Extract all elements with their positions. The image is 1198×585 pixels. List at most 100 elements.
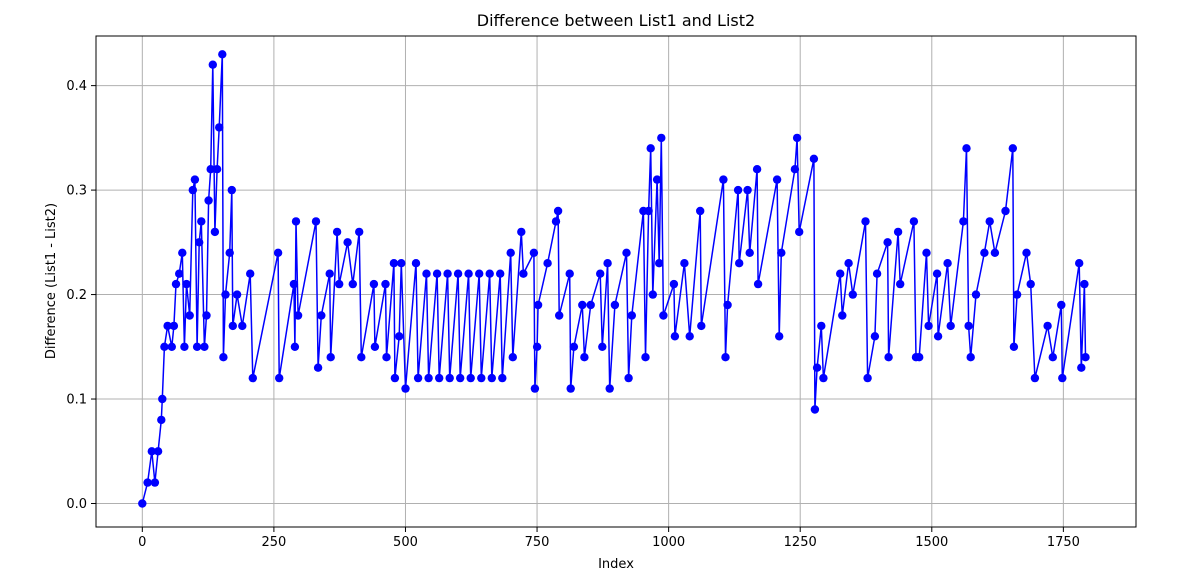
data-point <box>185 311 194 320</box>
data-point <box>150 478 160 487</box>
data-point <box>180 342 189 351</box>
data-point <box>578 300 587 310</box>
data-point <box>313 363 323 372</box>
axis-ticks: 0 250 500 750 1000 1250 1500 1750 0.0 0.1 0.2 0.3 0.… <box>66 79 1080 550</box>
x-tick-label: 0 <box>138 535 146 550</box>
data-point <box>543 259 552 268</box>
data-point <box>959 217 968 226</box>
data-point <box>980 248 989 257</box>
data-point <box>971 290 981 299</box>
data-point <box>182 279 191 289</box>
data-point <box>646 144 655 153</box>
data-point <box>622 248 631 257</box>
data-point <box>795 227 804 237</box>
data-point <box>397 259 406 268</box>
x-tick-label: 1500 <box>915 535 948 550</box>
data-point <box>775 332 784 341</box>
data-point <box>1081 353 1090 362</box>
data-point <box>532 342 542 351</box>
data-point <box>883 238 892 247</box>
x-tick-label: 750 <box>525 535 550 550</box>
data-point <box>195 238 204 247</box>
data-point <box>1009 342 1019 351</box>
data-point <box>652 175 662 184</box>
data-point <box>924 321 933 331</box>
data-point <box>627 311 636 320</box>
data-point <box>424 373 433 383</box>
data-point <box>291 217 301 226</box>
data-point <box>598 342 607 351</box>
chart-title: Difference between List1 and List2 <box>477 11 755 30</box>
data-point <box>443 269 452 278</box>
data-point <box>464 269 473 278</box>
data-point <box>810 405 820 414</box>
data-point <box>401 384 410 393</box>
data-point <box>943 259 952 268</box>
data-point <box>219 353 228 362</box>
data-point <box>326 353 335 362</box>
data-point <box>311 217 321 226</box>
data-point <box>369 279 379 289</box>
data-point <box>232 290 242 299</box>
data-point <box>200 342 209 351</box>
data-point <box>753 279 763 289</box>
data-point <box>1012 290 1022 299</box>
data-point <box>566 384 575 393</box>
data-point <box>863 373 872 383</box>
data-point <box>413 373 423 383</box>
data-point <box>290 342 300 351</box>
data-point <box>453 269 463 278</box>
data-point <box>169 321 179 331</box>
data-point <box>529 248 539 257</box>
data-point <box>246 269 255 278</box>
data-point <box>569 342 579 351</box>
data-point <box>422 269 431 278</box>
data-point <box>153 447 163 456</box>
data-point <box>228 321 237 331</box>
data-point <box>719 175 728 184</box>
data-point <box>1080 279 1089 289</box>
data-point <box>248 373 257 383</box>
data-point <box>227 185 236 195</box>
data-point <box>565 269 574 278</box>
data-point <box>498 373 507 383</box>
data-point <box>432 269 442 278</box>
data-point <box>1026 279 1035 289</box>
data-point <box>685 332 694 341</box>
data-point <box>171 279 181 289</box>
data-point <box>1030 373 1040 383</box>
data-point <box>1001 206 1010 216</box>
data-point <box>896 279 905 289</box>
data-point <box>1057 300 1066 310</box>
data-point <box>586 300 595 310</box>
data-point <box>190 175 200 184</box>
data-point <box>696 206 705 216</box>
data-point <box>861 217 870 226</box>
data-point <box>723 300 732 310</box>
data-point <box>644 206 653 216</box>
data-point <box>655 259 664 268</box>
data-point <box>208 60 217 69</box>
data-point <box>348 279 357 289</box>
data-point <box>533 300 543 310</box>
data-point <box>735 259 744 268</box>
data-point <box>817 321 826 331</box>
data-point <box>1075 259 1084 268</box>
data-point <box>466 373 475 383</box>
data-point <box>915 353 924 362</box>
data-point <box>475 269 484 278</box>
data-point <box>966 353 975 362</box>
data-point <box>809 154 819 163</box>
plot-frame <box>95 35 1137 528</box>
x-tick-label: 1000 <box>652 535 685 550</box>
data-point <box>487 373 496 383</box>
data-point <box>1008 144 1017 153</box>
y-tick-label: 0.3 <box>66 184 87 199</box>
data-point <box>197 217 206 226</box>
data-point <box>212 165 222 174</box>
data-point <box>160 342 169 351</box>
data-point <box>175 269 184 278</box>
data-point <box>506 248 515 257</box>
data-point <box>435 373 444 383</box>
